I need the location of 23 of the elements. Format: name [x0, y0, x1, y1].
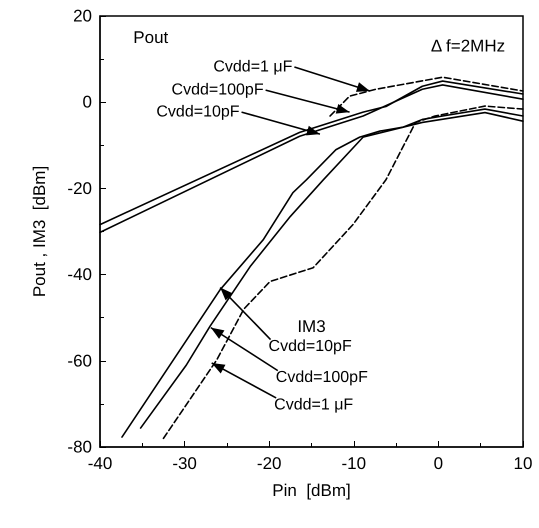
y-tick-label: 20	[73, 6, 92, 26]
annotation: IM3	[297, 316, 326, 336]
y-tick-label: -40	[67, 265, 92, 284]
annotation: Cvdd=10pF	[268, 338, 352, 356]
x-axis-title: Pin [dBm]	[272, 481, 351, 500]
x-tick-label: 10	[514, 454, 532, 473]
y-tick-label: 0	[82, 92, 92, 112]
y-axis-title: Pout , IM3 [dBm]	[30, 166, 49, 298]
x-tick-label: -30	[172, 454, 197, 473]
annotation: Cvdd=1 μF	[213, 58, 293, 76]
annotation: Δ f=2MHz	[430, 36, 506, 56]
annotation: Cvdd=10pF	[156, 104, 240, 121]
x-tick-label: -40	[88, 454, 112, 473]
annotation: Cvdd=1 μF	[274, 396, 354, 414]
y-tick-label: -80	[67, 438, 92, 456]
y-tick-label: -60	[67, 351, 92, 370]
y-tick-label: -20	[67, 178, 92, 198]
x-tick-label: 0	[434, 454, 444, 473]
x-tick-label: -20	[256, 454, 282, 473]
annotation: Cvdd=100pF	[276, 369, 368, 386]
annotation: Cvdd=100pF	[172, 82, 264, 99]
annotation: Pout	[133, 28, 169, 48]
x-tick-label: -10	[342, 454, 366, 473]
